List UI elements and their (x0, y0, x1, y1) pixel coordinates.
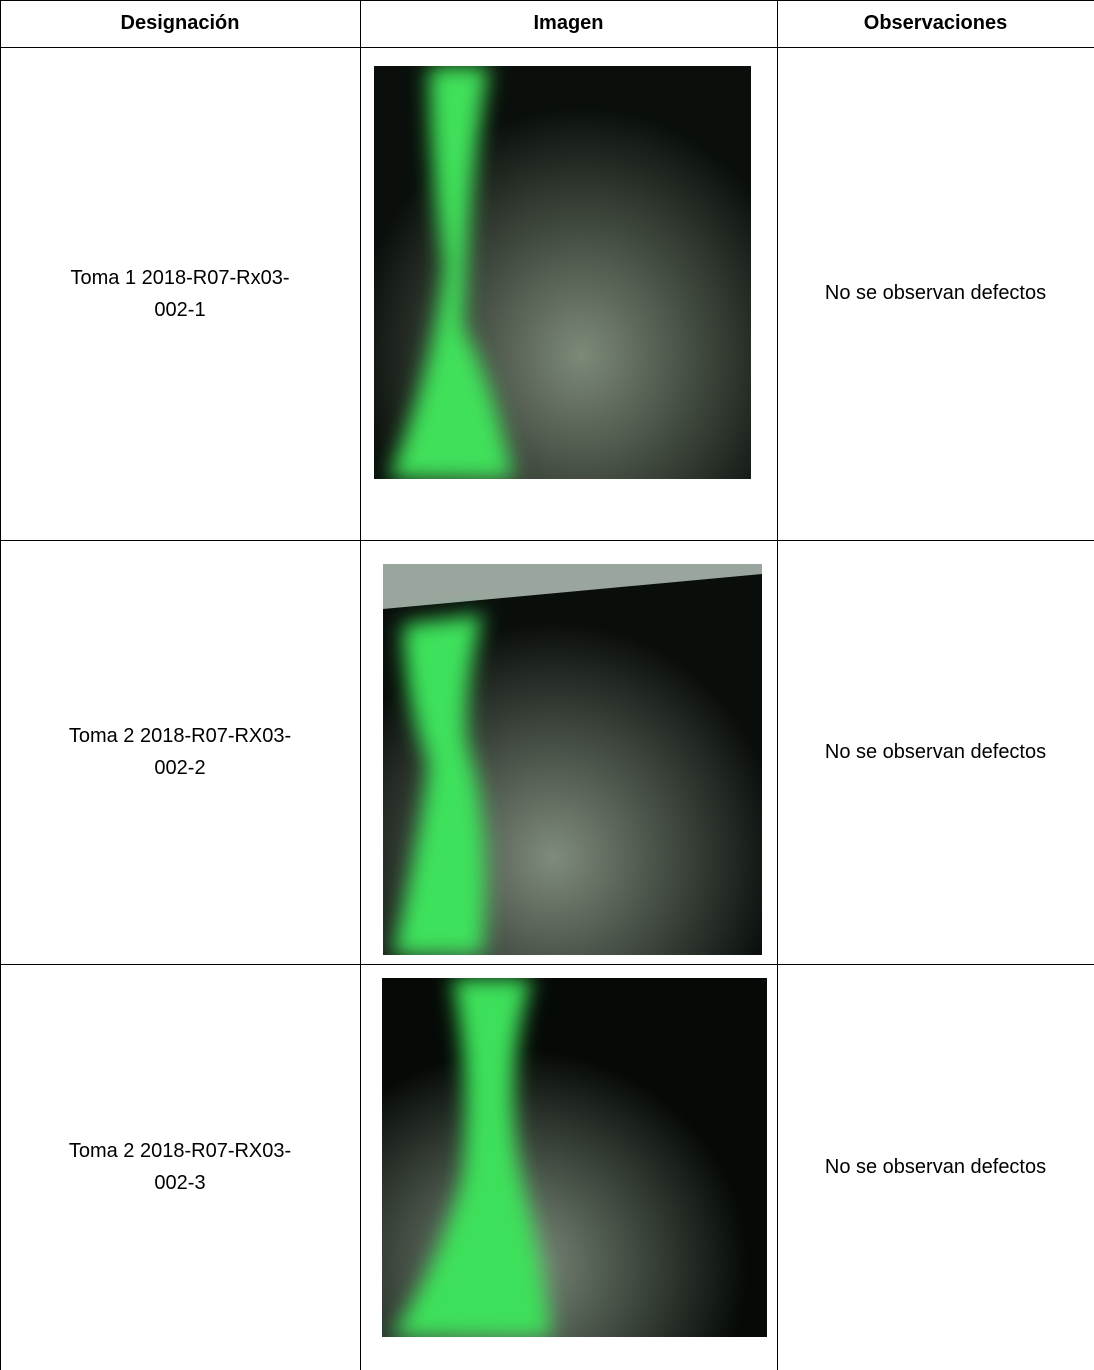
cell: Toma 2 2018-R07-RX03-002-2 (0, 540, 360, 964)
cell: No se observan defectos (777, 540, 1094, 964)
radiograph (383, 564, 762, 955)
cell: Toma 2 2018-R07-RX03-002-3 (0, 964, 360, 1370)
cell: No se observan defectos (777, 964, 1094, 1370)
designation: Toma 2 2018-R07-RX03-002-2 (55, 720, 305, 784)
observation: No se observan defectos (825, 741, 1046, 764)
designation: Toma 2 2018-R07-RX03-002-3 (55, 1135, 305, 1199)
designation: Toma 1 2018-R07-Rx03-002-1 (55, 262, 305, 326)
cell: No se observan defectos (777, 47, 1094, 540)
header-cell: Imagen (360, 0, 777, 47)
header-cell: Designación (0, 0, 360, 47)
radiograph (374, 66, 751, 479)
observation: No se observan defectos (825, 282, 1046, 305)
observation: No se observan defectos (825, 1156, 1046, 1179)
document: Designación Imagen Observaciones Toma 1 … (0, 0, 1094, 1370)
cell: Toma 1 2018-R07-Rx03-002-1 (0, 47, 360, 540)
header-cell: Observaciones (777, 0, 1094, 47)
radiograph (382, 978, 767, 1337)
rule (360, 0, 361, 1370)
